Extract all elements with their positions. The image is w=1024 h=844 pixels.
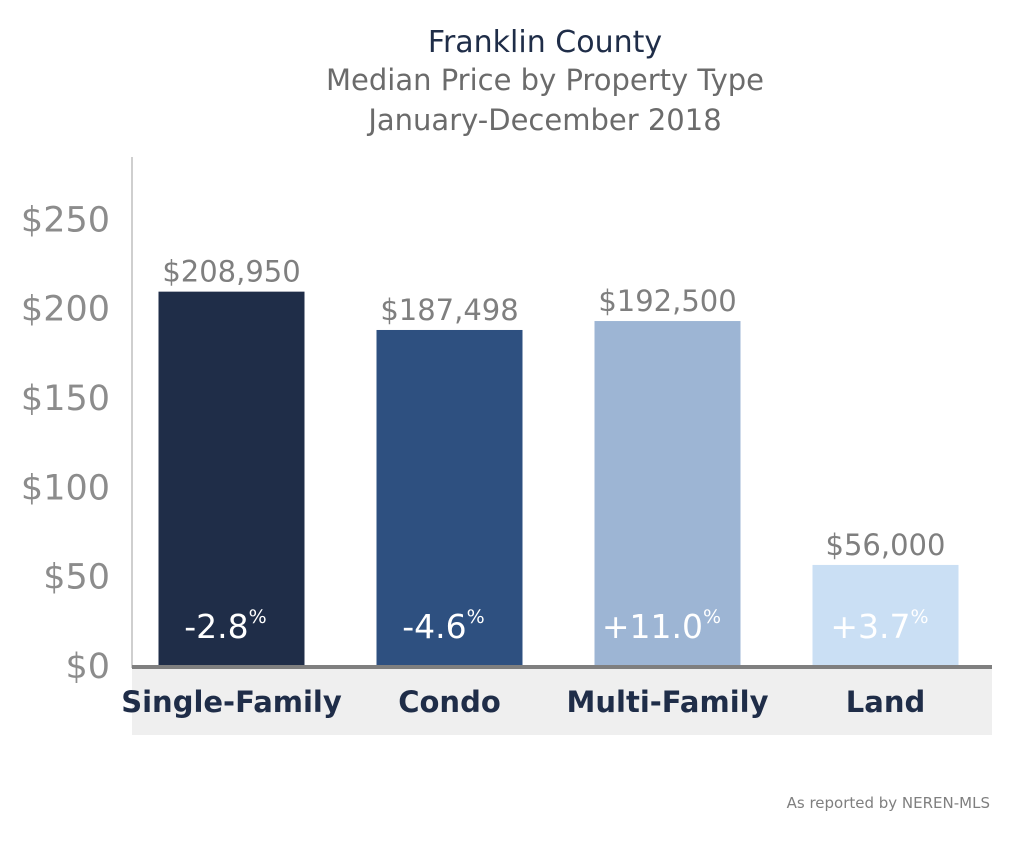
bar-change-label: -4.6% [402,606,484,646]
bar-change-label: -2.8% [184,606,266,646]
bar-value-label: $192,500 [598,284,736,318]
y-tick-label: $0 [65,647,110,687]
y-tick-label: $200 [21,290,110,330]
x-axis-labels: Single-Family Condo Multi-Family Land [121,685,925,719]
change-unit: % [467,606,485,628]
x-tick-label: Multi-Family [567,685,769,719]
y-tick-label: $50 [43,558,110,598]
bar-change-label: +3.7% [830,606,928,646]
change-value: -4.6 [402,607,466,646]
chart-subtitle-line-1: Median Price by Property Type [326,63,764,97]
bars: $208,950 -2.8% $187,498 -4.6% $192,500 +11.0%… [158,255,959,665]
change-value: -2.8 [184,607,248,646]
bar-value-label: $56,000 [826,528,946,562]
bar-condo [376,329,523,665]
x-tick-label: Condo [398,685,501,719]
category-band [132,668,992,735]
bar-land [812,564,959,665]
bar-single-family [158,291,305,665]
change-value: +3.7 [830,607,910,646]
change-value: +11.0 [602,607,703,646]
x-tick-label: Single-Family [121,685,342,719]
bar-multi-family [594,321,741,665]
bar-value-label: $208,950 [162,255,300,289]
y-tick-label: $150 [21,379,110,419]
y-tick-label: $250 [21,200,110,240]
chart-subtitle-line-2: January-December 2018 [366,103,721,137]
bar-change-label: +11.0% [602,606,721,646]
change-unit: % [703,606,721,628]
y-tick-label: $100 [21,468,110,508]
y-axis-ticks: $0 $50 $100 $150 $200 $250 [21,200,110,687]
chart-title: Franklin County [428,25,662,60]
change-unit: % [911,606,929,628]
source-note: As reported by NEREN-MLS [787,794,990,812]
x-tick-label: Land [846,685,925,719]
change-unit: % [249,606,267,628]
bar-value-label: $187,498 [380,293,518,327]
